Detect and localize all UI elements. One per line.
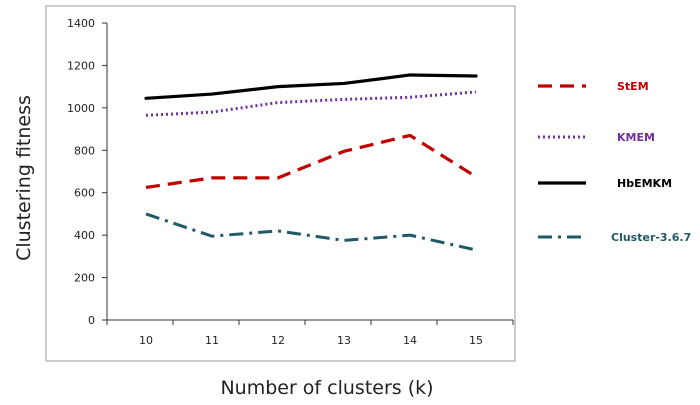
data-point-hbemkm [145, 97, 148, 100]
y-tick-label: 600 [74, 187, 95, 200]
legend-label-cluster-3-6-7: Cluster-3.6.7 [611, 231, 691, 244]
series-group [144, 73, 478, 252]
data-point-stem [475, 175, 478, 178]
legend-label-kmem: KMEM [617, 131, 655, 144]
data-point-hbemkm [277, 85, 280, 88]
data-point-hbemkm [409, 73, 412, 76]
y-tick-label: 800 [74, 144, 95, 157]
data-point-cluster-3-6-7 [343, 239, 346, 242]
series-line-kmem [145, 90, 477, 117]
data-point-kmem [409, 96, 412, 99]
data-point-hbemkm [343, 82, 346, 85]
legend-label-hbemkm: HbEMKM [617, 177, 672, 190]
x-tick-label: 11 [205, 334, 219, 347]
series-line-stem [145, 133, 477, 189]
data-point-kmem [475, 90, 478, 93]
data-point-cluster-3-6-7 [211, 235, 214, 238]
data-point-stem [211, 176, 214, 179]
x-axis-title: Number of clusters (k) [220, 377, 433, 399]
series-line-cluster-3-6-7 [145, 212, 477, 252]
y-tick-label: 1200 [67, 59, 95, 72]
legend-label-stem: StEM [617, 80, 649, 93]
data-point-stem [277, 176, 280, 179]
y-tick-label: 400 [74, 229, 95, 242]
plot-frame [45, 5, 516, 362]
y-axis-title: Clustering fitness [13, 95, 35, 261]
y-tick-label: 200 [74, 272, 95, 285]
data-point-cluster-3-6-7 [277, 229, 280, 232]
data-point-kmem [277, 101, 280, 104]
data-point-kmem [145, 114, 148, 117]
data-point-cluster-3-6-7 [475, 248, 478, 251]
data-point-kmem [211, 111, 214, 114]
y-axis: 0 200 400 600 800 1000 1200 1400 [67, 17, 108, 327]
x-tick-label: 15 [469, 334, 483, 347]
data-point-kmem [343, 98, 346, 101]
series-line-hbemkm [144, 73, 478, 100]
x-axis: 10 11 12 13 14 15 [106, 319, 514, 347]
x-tick-label: 10 [139, 334, 153, 347]
data-point-hbemkm [211, 93, 214, 96]
data-point-hbemkm [475, 75, 478, 78]
y-tick-label: 1000 [67, 102, 95, 115]
data-point-cluster-3-6-7 [145, 212, 148, 215]
data-point-cluster-3-6-7 [409, 234, 412, 237]
x-tick-label: 13 [337, 334, 351, 347]
data-point-stem [145, 186, 148, 189]
legend: StEM KMEM HbEMKM Cluster-3.6.7 [538, 80, 691, 244]
data-point-stem [409, 134, 412, 137]
x-tick-label: 14 [403, 334, 417, 347]
y-tick-label: 1400 [67, 17, 95, 30]
data-point-stem [343, 150, 346, 153]
y-tick-label: 0 [88, 314, 95, 327]
x-tick-label: 12 [271, 334, 285, 347]
